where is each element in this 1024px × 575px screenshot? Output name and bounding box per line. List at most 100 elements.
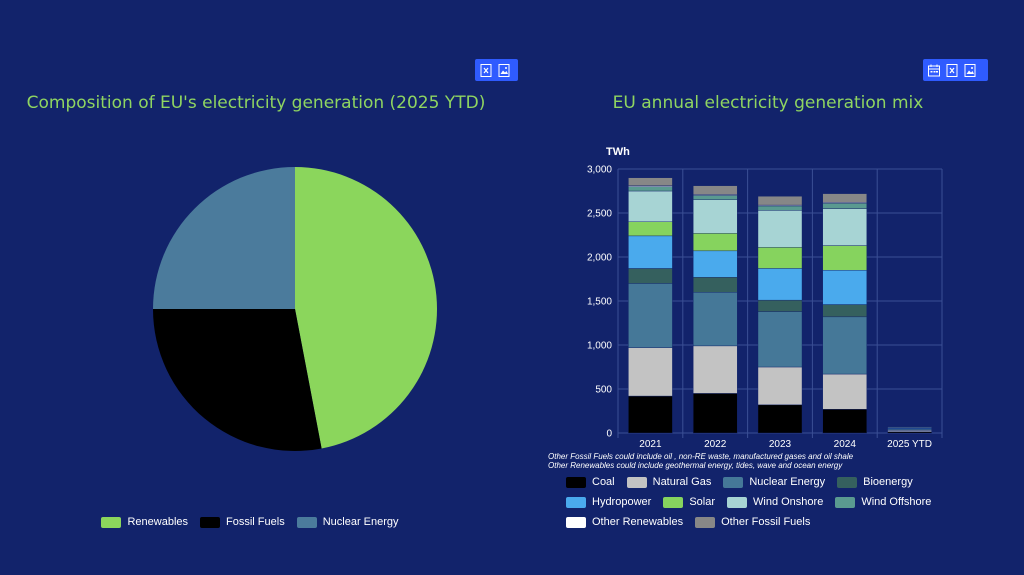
legend-label: Renewables [127,516,189,528]
bar-segment-hydropower[interactable] [692,250,738,278]
pie-slice-renewables[interactable] [295,167,438,449]
legend-item-wind-offshore[interactable]: Wind Offshore [835,492,931,512]
chart-note-renewables: Other Renewables could include geotherma… [548,461,843,470]
y-tick-label: 1,000 [587,341,612,352]
legend-item-other-fossil-fuels[interactable]: Other Fossil Fuels [695,512,810,532]
bar-segment-wind-offshore[interactable] [822,203,867,209]
legend-swatch [101,516,122,528]
legend-item-solar[interactable]: Solar [663,492,715,512]
legend-swatch [566,516,586,528]
y-tick-label: 2,000 [587,253,612,264]
bar-segment-coal[interactable] [822,409,867,434]
bar-segment-other-fossil-fuels[interactable] [692,185,738,195]
legend-label: Wind Onshore [753,496,824,508]
bar-segment-coal[interactable] [757,404,803,434]
y-tick-label: 3,000 [587,165,612,176]
x-tick-label: 2024 [834,439,857,450]
x-tick-label: 2025 YTD [887,439,932,450]
legend-swatch [200,516,221,528]
legend-item-nuclear-energy[interactable]: Nuclear Energy [296,512,399,532]
bar-segment-solar[interactable] [822,245,867,271]
right-chart-title: EU annual electricity generation mix [612,93,924,113]
legend-item-hydropower[interactable]: Hydropower [566,492,651,512]
bar-segment-solar[interactable] [692,233,738,252]
legend-swatch [566,476,586,488]
bar-segment-wind-offshore[interactable] [692,195,738,200]
legend-swatch [296,516,317,528]
x-tick-label: 2022 [704,439,727,450]
bar-segment-other-fossil-fuels[interactable] [757,196,803,206]
bar-segment-natural-gas[interactable] [757,366,803,406]
legend-item-coal[interactable]: Coal [566,472,615,492]
bar-segment-nuclear-energy[interactable] [628,283,673,348]
legend-swatch [566,496,586,508]
legend-swatch [837,476,858,488]
chart-note-fossil: Other Fossil Fuels could include oil , n… [548,452,854,461]
legend-swatch [835,496,856,508]
bar-segment-wind-onshore[interactable] [628,190,673,222]
bar-segment-wind-onshore[interactable] [757,210,803,248]
image-icon[interactable] [963,63,977,77]
legend-swatch [727,496,747,508]
bar-segment-natural-gas[interactable] [692,345,738,394]
legend-label: Hydropower [592,496,652,508]
legend-swatch [723,476,744,488]
bar-segment-bioenergy[interactable] [757,299,803,312]
legend-label: Solar [689,496,715,508]
excel-icon[interactable] [479,63,493,77]
bar-segment-coal[interactable] [692,393,738,434]
bar-segment-solar[interactable] [757,247,803,269]
legend-label: Bioenergy [863,476,913,488]
legend-swatch [695,516,716,528]
legend-label: Other Renewables [592,516,684,528]
legend-item-renewables[interactable]: Renewables [101,512,188,532]
legend-item-nuclear-energy[interactable]: Nuclear Energy [723,472,825,492]
bar-segment-wind-onshore[interactable] [822,208,867,246]
bar-segment-nuclear-energy[interactable] [822,316,867,375]
bar-segment-natural-gas[interactable] [628,347,673,397]
bar-segment-bioenergy[interactable] [822,304,867,318]
legend-item-bioenergy[interactable]: Bioenergy [837,472,913,492]
right-export-toolbar [923,59,988,81]
legend-label: Natural Gas [652,476,712,488]
y-tick-label: 2,500 [587,209,612,220]
bar-segment-hydropower[interactable] [628,235,673,269]
left-chart-title: Composition of EU's electricity generati… [26,93,486,113]
y-tick-label: 500 [595,385,612,396]
bar-segment-solar[interactable] [628,221,673,237]
bar-segment-wind-onshore[interactable] [692,199,738,234]
bar-segment-bioenergy[interactable] [692,277,738,293]
bar-segment-other-fossil-fuels[interactable] [628,177,673,186]
legend-item-natural-gas[interactable]: Natural Gas [626,472,712,492]
legend-label: Wind Offshore [861,496,932,508]
legend-item-wind-onshore[interactable]: Wind Onshore [727,492,823,512]
pie-slice-fossil-fuels[interactable] [153,309,322,451]
bar-legend: Coal Natural Gas Nuclear Energy Bioenergy Hy… [566,472,986,532]
bar-segment-nuclear-energy[interactable] [692,292,738,347]
bar-segment-coal[interactable] [628,395,673,434]
left-export-toolbar [475,59,518,81]
bar-segment-wind-offshore[interactable] [757,205,803,211]
legend-item-fossil-fuels[interactable]: Fossil Fuels [200,512,285,532]
legend-label: Other Fossil Fuels [721,516,811,528]
bar-segment-bioenergy[interactable] [628,268,673,284]
pie-slice-nuclear-energy[interactable] [153,167,295,309]
bar-segment-natural-gas[interactable] [822,373,867,410]
calendar-icon[interactable] [927,63,941,77]
legend-swatch [626,476,647,488]
legend-label: Nuclear Energy [749,476,826,488]
right-chart-panel: EU annual electricity generation mix 0 50… [512,0,1024,575]
bar-segment-hydropower[interactable] [822,270,867,305]
bar-segment-hydropower[interactable] [757,268,803,301]
stacked-bar-chart: 0 500 1,000 1,500 2,000 2,500 3,000 TWh 2021 2022… [587,146,943,450]
bar-segment-wind-offshore[interactable] [628,186,673,192]
legend-item-other-renewables[interactable]: Other Renewables [566,512,683,532]
y-axis-label: TWh [606,146,630,158]
legend-label: Nuclear Energy [322,516,399,528]
image-icon[interactable] [497,63,511,77]
bar-segment-nuclear-energy[interactable] [757,311,803,368]
bar-segment-other-fossil-fuels[interactable] [822,193,867,203]
pie-chart [153,167,438,451]
legend-label: Fossil Fuels [226,516,285,528]
excel-icon[interactable] [945,63,959,77]
